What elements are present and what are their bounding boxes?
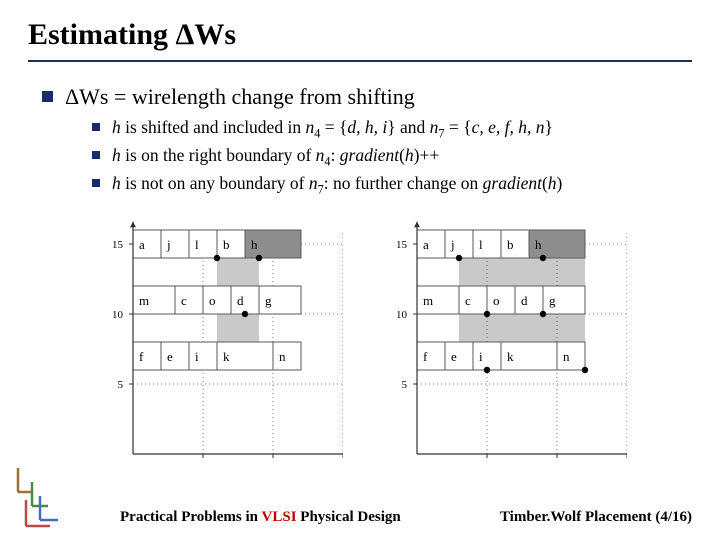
svg-text:d: d [521, 293, 528, 308]
bullet-level2-c: h is not on any boundary of n7: no furth… [92, 172, 692, 198]
svg-text:15: 15 [396, 239, 408, 251]
svg-text:f: f [423, 349, 428, 364]
svg-text:c: c [181, 293, 187, 308]
svg-text:b: b [507, 237, 514, 252]
panel-a: ajlbhmcodgfeikn5101551015(a) [93, 210, 343, 465]
svg-text:f: f [139, 349, 144, 364]
svg-text:m: m [139, 293, 149, 308]
svg-text:n: n [279, 349, 286, 364]
svg-text:i: i [479, 349, 483, 364]
bullet-marker [92, 151, 100, 159]
svg-text:15: 15 [112, 239, 124, 251]
bullet-text: h is on the right boundary of n4: gradie… [112, 144, 439, 170]
svg-text:j: j [166, 237, 171, 252]
bullet-marker [92, 179, 100, 187]
bullet-level2-a: h is shifted and included in n4 = {d, h,… [92, 116, 692, 142]
svg-text:i: i [195, 349, 199, 364]
bullet-marker [42, 91, 53, 102]
footer-right: Timber.Wolf Placement (4/16) [500, 509, 692, 526]
svg-text:o: o [209, 293, 216, 308]
svg-text:e: e [167, 349, 173, 364]
svg-text:5: 5 [402, 379, 408, 391]
svg-text:j: j [450, 237, 455, 252]
svg-text:g: g [265, 293, 272, 308]
svg-text:b: b [223, 237, 230, 252]
svg-text:a: a [139, 237, 145, 252]
chart-a: ajlbhmcodgfeikn5101551015(a) [93, 210, 343, 460]
svg-text:a: a [423, 237, 429, 252]
corner-decoration [6, 464, 76, 534]
svg-text:m: m [423, 293, 433, 308]
svg-text:e: e [451, 349, 457, 364]
svg-text:l: l [195, 237, 199, 252]
svg-text:l: l [479, 237, 483, 252]
bullet-level2-b: h is on the right boundary of n4: gradie… [92, 144, 692, 170]
svg-text:o: o [493, 293, 500, 308]
chart-b: ajlbhmcodgfeikn5101551015(b) [377, 210, 627, 460]
panel-b: ajlbhmcodgfeikn5101551015(b) [377, 210, 627, 465]
bullet-marker [92, 123, 100, 131]
footer-left: Practical Problems in VLSI Physical Desi… [120, 509, 401, 526]
svg-text:c: c [465, 293, 471, 308]
svg-text:10: 10 [112, 309, 124, 321]
bullet-level1: ΔWs = wirelength change from shifting [28, 84, 692, 110]
page-title: Estimating ΔWs [28, 18, 692, 62]
svg-text:5: 5 [118, 379, 124, 391]
svg-text:10: 10 [396, 309, 408, 321]
svg-text:g: g [549, 293, 556, 308]
svg-text:h: h [251, 237, 258, 252]
svg-text:k: k [223, 349, 230, 364]
svg-text:d: d [237, 293, 244, 308]
bullet-text: h is not on any boundary of n7: no furth… [112, 172, 562, 198]
svg-text:n: n [563, 349, 570, 364]
svg-text:k: k [507, 349, 514, 364]
svg-text:h: h [535, 237, 542, 252]
bullet-text: h is shifted and included in n4 = {d, h,… [112, 116, 553, 142]
bullet-text: ΔWs = wirelength change from shifting [65, 84, 415, 110]
footer: Practical Problems in VLSI Physical Desi… [0, 509, 720, 526]
figure-area: ajlbhmcodgfeikn5101551015(a) ajlbhmcodgf… [28, 210, 692, 465]
